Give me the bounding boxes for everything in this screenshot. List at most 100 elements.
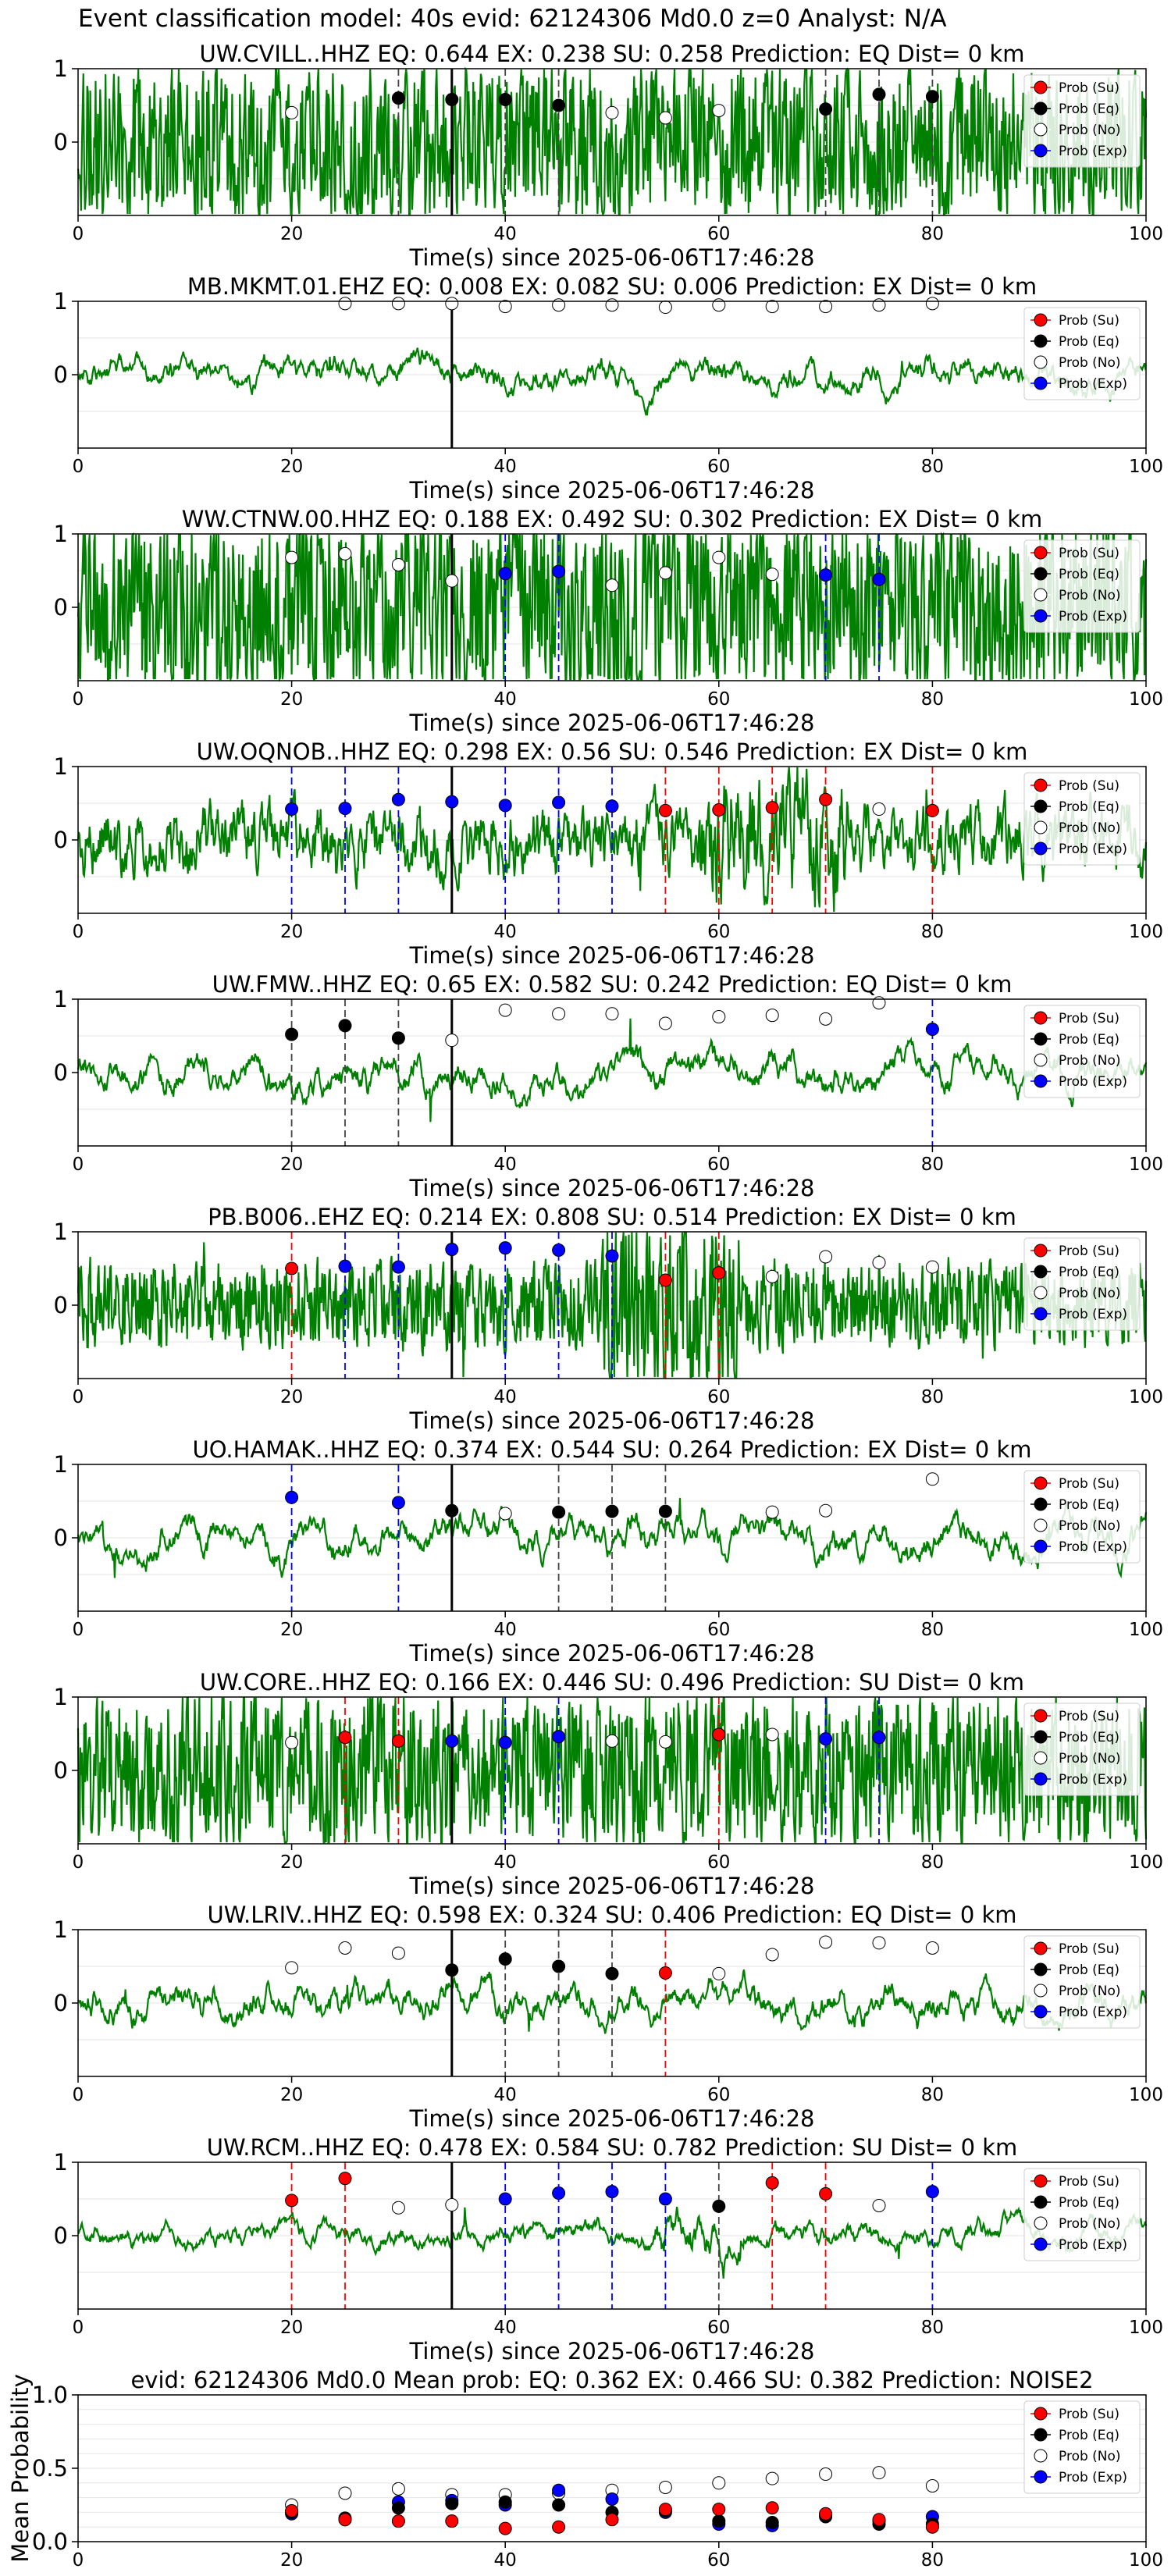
- x-tick-label: 40: [494, 689, 517, 710]
- legend-label-eq: Prob (Eq): [1059, 1962, 1119, 1978]
- legend-marker-eq: [1034, 1730, 1048, 1744]
- prob-point-no: [872, 1936, 886, 1950]
- x-tick-label: 40: [494, 922, 517, 942]
- prob-point-eq: [285, 1027, 299, 1041]
- legend-marker-eq: [1034, 1032, 1048, 1046]
- legend-label-no: Prob (No): [1059, 820, 1121, 836]
- legend-box: [1023, 2400, 1141, 2494]
- legend-marker-no: [1034, 1518, 1048, 1532]
- chart-title: MB.MKMT.01.EHZ EQ: 0.008 EX: 0.082 SU: 0…: [187, 273, 1037, 300]
- legend-marker-eq: [1034, 2195, 1048, 2209]
- x-tick-label: 80: [921, 457, 944, 477]
- legend-label-no: Prob (No): [1059, 1751, 1121, 1767]
- prob-point-no: [765, 1727, 779, 1742]
- x-tick-label: 20: [280, 1155, 303, 1175]
- legend-marker-exp: [1034, 841, 1048, 856]
- legend-marker-su: [1034, 1709, 1048, 1723]
- prob-point-su: [338, 2172, 352, 2186]
- waveform-trace: [77, 767, 1148, 913]
- prob-point-su: [712, 1727, 726, 1742]
- legend-label-su: Prob (Su): [1059, 1709, 1119, 1724]
- prob-point-su: [819, 2186, 833, 2201]
- x-tick-label: 0: [73, 1620, 84, 1640]
- prob-point-exp: [391, 792, 405, 806]
- legend-marker-no: [1034, 2216, 1048, 2230]
- x-tick-label: 100: [1129, 1155, 1163, 1175]
- legend-label-no: Prob (No): [1059, 1984, 1121, 1999]
- chart-title: UW.OQNOB..HHZ EQ: 0.298 EX: 0.56 SU: 0.5…: [197, 738, 1028, 765]
- y-tick-label: 0: [54, 1292, 68, 1318]
- legend-label-eq: Prob (Eq): [1059, 334, 1119, 350]
- prob-point-no: [445, 297, 459, 311]
- chart-panel-8: UW.CORE..HHZ EQ: 0.166 EX: 0.446 SU: 0.4…: [54, 1669, 1163, 1899]
- chart-title: UW.CVILL..HHZ EQ: 0.644 EX: 0.238 SU: 0.…: [199, 41, 1024, 67]
- prob-point-no: [872, 2198, 886, 2212]
- prob-point-eq: [445, 2496, 459, 2510]
- x-tick-label: 100: [1129, 1387, 1163, 1407]
- x-tick-label: 20: [280, 1387, 303, 1407]
- legend-label-su: Prob (Su): [1059, 1244, 1119, 1259]
- prob-point-no: [658, 2480, 672, 2494]
- prob-point-no: [765, 1269, 779, 1283]
- prob-point-exp: [285, 802, 299, 817]
- prob-point-exp: [658, 2192, 672, 2206]
- prob-point-no: [819, 2467, 833, 2482]
- x-tick-label: 0: [73, 457, 84, 477]
- legend-marker-su: [1034, 313, 1048, 327]
- prob-point-su: [925, 803, 939, 817]
- prob-point-no: [765, 2471, 779, 2485]
- legend-label-eq: Prob (Eq): [1059, 1730, 1119, 1745]
- y-tick-label: 0: [54, 1990, 68, 2016]
- legend-label-exp: Prob (Exp): [1059, 376, 1127, 392]
- prob-point-no: [498, 300, 512, 314]
- y-tick-label: 1: [54, 1451, 68, 1478]
- x-tick-label: 20: [280, 2550, 303, 2571]
- y-tick-label: 1: [54, 986, 68, 1012]
- prob-point-su: [872, 2513, 886, 2527]
- prob-point-no: [819, 1250, 833, 1264]
- prob-point-su: [765, 2176, 779, 2190]
- x-axis-label: Time(s) since 2025-06-06T17:46:28: [409, 1873, 815, 1899]
- x-tick-label: 60: [707, 2318, 730, 2338]
- prob-point-eq: [552, 98, 566, 112]
- prob-point-eq: [552, 2498, 566, 2512]
- prob-point-su: [658, 1966, 672, 1980]
- prob-point-no: [285, 105, 299, 119]
- legend-label-eq: Prob (Eq): [1059, 1032, 1119, 1048]
- prob-point-no: [765, 1505, 779, 1519]
- chart-title: WW.CTNW.00.HHZ EQ: 0.188 EX: 0.492 SU: 0…: [182, 506, 1043, 532]
- legend-label-exp: Prob (Exp): [1059, 2470, 1127, 2485]
- prob-point-no: [605, 1734, 619, 1748]
- prob-point-exp: [498, 1241, 512, 1255]
- legend-marker-exp: [1034, 1074, 1048, 1088]
- x-tick-label: 100: [1129, 457, 1163, 477]
- prob-point-no: [819, 1503, 833, 1517]
- chart-title: UW.LRIV..HHZ EQ: 0.598 EX: 0.324 SU: 0.4…: [207, 1902, 1016, 1928]
- prob-point-exp: [391, 1496, 405, 1510]
- x-axis-label: Time(s) since 2025-06-06T17:46:28: [409, 244, 815, 271]
- y-tick-label: 1: [54, 1219, 68, 1245]
- y-tick-label: 1: [54, 2149, 68, 2176]
- x-axis-label: Time(s) since 2025-06-06T17:46:28: [409, 942, 815, 969]
- x-tick-label: 100: [1129, 689, 1163, 710]
- x-tick-label: 80: [921, 1155, 944, 1175]
- x-tick-label: 100: [1129, 922, 1163, 942]
- legend-box: [1023, 1237, 1141, 1331]
- legend-label-eq: Prob (Eq): [1059, 1497, 1119, 1513]
- prob-point-no: [552, 1007, 566, 1021]
- x-tick-label: 0: [73, 1852, 84, 1873]
- prob-point-no: [338, 2486, 352, 2500]
- x-tick-label: 100: [1129, 1620, 1163, 1640]
- prob-point-exp: [605, 799, 619, 813]
- prob-point-exp: [819, 568, 833, 582]
- legend-box: [1023, 74, 1141, 168]
- prob-point-su: [712, 1266, 726, 1280]
- prob-point-su: [819, 2507, 833, 2521]
- x-tick-label: 60: [707, 1155, 730, 1175]
- prob-point-su: [605, 2513, 619, 2527]
- x-tick-label: 80: [921, 2085, 944, 2105]
- x-tick-label: 40: [494, 2318, 517, 2338]
- x-tick-label: 80: [921, 2550, 944, 2571]
- prob-point-su: [658, 803, 672, 817]
